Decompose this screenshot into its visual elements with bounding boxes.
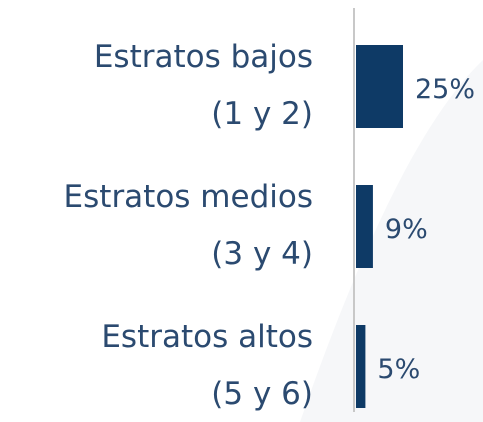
background-swoosh	[300, 60, 483, 422]
value-label: 9%	[384, 213, 428, 245]
bar	[356, 325, 366, 408]
category-label: Estratos altos (5 y 6)	[101, 319, 313, 412]
category-label: Estratos bajos (1 y 2)	[93, 39, 313, 132]
bar	[356, 45, 403, 128]
value-label: 25%	[415, 73, 476, 105]
category-label: Estratos medios (3 y 4)	[63, 179, 313, 272]
value-label: 5%	[377, 353, 421, 385]
bar	[356, 185, 373, 268]
